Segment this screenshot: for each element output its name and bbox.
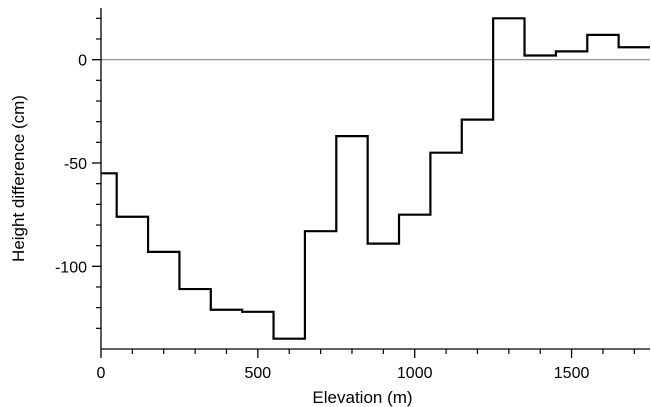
y-tick-label: -100 (55, 259, 87, 276)
x-axis-title: Elevation (m) (312, 388, 412, 407)
x-tick-label: 500 (245, 365, 272, 382)
y-minor-ticks (96, 17, 101, 329)
x-tick-label: 1500 (554, 365, 590, 382)
y-major-ticks (92, 59, 101, 267)
y-tick-label: -50 (64, 156, 87, 173)
series-step-line (101, 17, 650, 340)
x-tick-label: 0 (97, 365, 106, 382)
x-minor-ticks (131, 349, 635, 354)
y-tick-labels: 0 -50 -100 (55, 53, 87, 277)
x-tick-label: 1000 (397, 365, 433, 382)
y-tick-label: 0 (78, 53, 87, 70)
x-tick-labels: 0 500 1000 1500 (97, 365, 590, 382)
y-axis-title: Height difference (cm) (9, 95, 28, 262)
x-major-ticks (100, 349, 573, 358)
